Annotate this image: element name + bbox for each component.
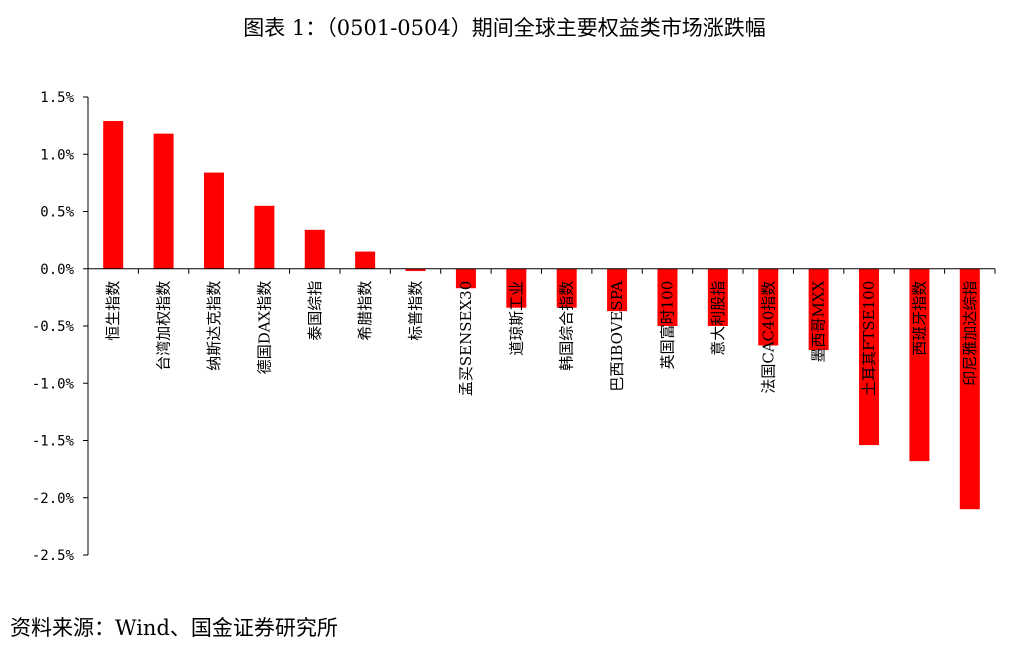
bar [103, 121, 124, 269]
bar [506, 268, 527, 308]
category-label: 英国富时100 [658, 281, 676, 370]
category-label: 印尼雅加达综指 [961, 281, 979, 386]
chart-title: 图表 1：（0501-0504）期间全球主要权益类市场涨跌幅 [243, 16, 766, 40]
y-tick-label: 0.0% [40, 262, 74, 278]
bar [909, 268, 930, 462]
bar [657, 268, 678, 326]
category-label: 西班牙指数 [910, 281, 928, 356]
bar [707, 268, 728, 326]
bar [808, 268, 829, 351]
category-label: 台湾加权指数 [155, 281, 173, 371]
category-label: 巴西IBOVESPA [608, 281, 626, 392]
bar [959, 268, 980, 510]
bar [254, 205, 275, 269]
category-label: 标普指数 [407, 281, 425, 341]
y-tick-label: -1.5% [32, 434, 75, 450]
bar [304, 229, 325, 269]
y-tick-label: -2.0% [32, 491, 75, 507]
bar [607, 268, 628, 312]
y-tick-label: -0.5% [32, 319, 75, 335]
y-tick-label: -2.5% [32, 548, 75, 564]
bar [203, 172, 224, 269]
y-tick-label: 0.5% [40, 205, 74, 221]
category-label: 纳斯达克指数 [205, 281, 223, 371]
y-tick-label: 1.5% [40, 90, 74, 106]
bar [355, 251, 376, 269]
category-label: 韩国综合指数 [558, 281, 576, 371]
category-label: 道琼斯工业 [507, 281, 525, 356]
bar [758, 268, 779, 346]
bar [859, 268, 880, 446]
category-label: 意大利股指 [709, 281, 727, 356]
category-label: 恒生指数 [104, 281, 122, 341]
bar [455, 268, 476, 289]
bar [405, 268, 426, 272]
category-label: 土耳其FTSE100 [860, 281, 878, 396]
y-tick-label: -1.0% [32, 376, 75, 392]
category-label: 孟买SENSEX30 [457, 281, 475, 396]
category-labels: 恒生指数 台湾加权指数 纳斯达克指数 德国DAX指数 泰国综指 希腊指数 标普指数 孟买SEN… [104, 280, 979, 396]
bars [103, 121, 980, 510]
y-tick-label: 1.0% [40, 147, 74, 163]
category-label: 墨西哥MXX [810, 280, 828, 362]
category-label: 德国DAX指数 [255, 281, 273, 375]
bar [556, 268, 577, 308]
category-label: 泰国综指 [306, 281, 324, 341]
x-axis [87, 268, 996, 274]
category-label: 希腊指数 [356, 281, 374, 341]
bar [153, 133, 174, 269]
y-axis: 1.5% 1.0% 0.5% 0.0% -0.5% -1.0% -1.5% -2.0% -2.5… [32, 90, 89, 564]
source-note: 资料来源：Wind、国金证券研究所 [10, 616, 338, 640]
category-label: 法国CAC40指数 [759, 281, 777, 394]
